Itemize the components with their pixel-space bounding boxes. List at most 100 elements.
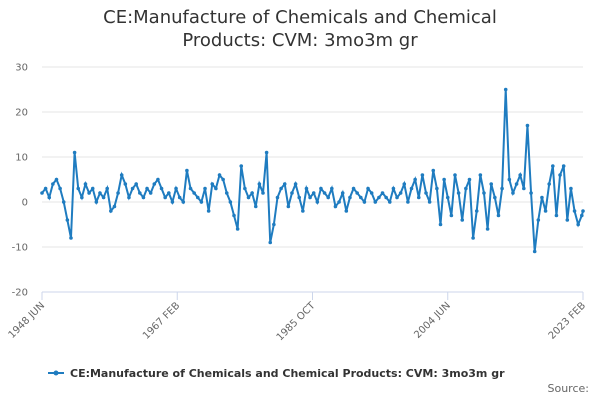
data-point (431, 168, 436, 173)
data-point (54, 177, 59, 182)
data-point (138, 191, 142, 195)
data-point (188, 186, 193, 191)
x-tick-label: 2004 JUN (412, 300, 453, 341)
data-point (391, 186, 396, 191)
data-point (250, 191, 254, 195)
data-point (485, 227, 490, 231)
data-point (453, 173, 457, 177)
data-point (224, 191, 229, 195)
data-point (536, 218, 541, 222)
series-line (41, 89, 584, 252)
data-point (522, 186, 526, 191)
y-tick-label: 30 (15, 63, 28, 74)
data-point (337, 200, 341, 204)
data-point (119, 173, 124, 177)
data-point (286, 204, 291, 209)
data-point (156, 177, 160, 182)
data-point (532, 249, 537, 254)
data-point (420, 173, 425, 177)
data-point (330, 186, 334, 191)
y-tick-label: 10 (15, 153, 28, 164)
data-point (496, 213, 501, 218)
data-point (449, 213, 454, 218)
data-point (76, 186, 81, 191)
data-point (409, 186, 414, 191)
data-point (127, 195, 131, 200)
data-point (69, 236, 73, 240)
x-tick-label: 1985 OCT (275, 300, 318, 343)
data-point (387, 200, 392, 204)
data-point (181, 200, 186, 204)
data-point (275, 195, 280, 200)
data-point (148, 191, 153, 195)
data-point (474, 209, 479, 213)
y-tick-label: -10 (12, 243, 28, 254)
data-point (279, 186, 283, 191)
data-point (416, 195, 421, 200)
data-point (500, 186, 504, 191)
data-point (43, 186, 48, 191)
legend-marker (53, 370, 59, 376)
data-point (268, 240, 273, 245)
data-point (424, 191, 428, 195)
y-tick-label: -20 (12, 288, 28, 299)
data-point (359, 195, 363, 200)
data-point (112, 204, 117, 209)
data-point (362, 200, 367, 204)
data-point (525, 123, 530, 128)
data-point (235, 227, 240, 231)
data-point (558, 173, 562, 177)
data-point (576, 222, 580, 227)
data-point (427, 200, 432, 204)
data-point (344, 209, 349, 213)
data-point (228, 200, 233, 204)
data-point (467, 177, 472, 182)
data-point (579, 213, 584, 218)
data-point (514, 182, 519, 186)
chart-title: CE:Manufacture of Chemicals and Chemical… (103, 7, 497, 51)
data-point (94, 200, 99, 204)
data-point (210, 182, 215, 186)
data-point (503, 87, 508, 92)
data-point (253, 204, 258, 209)
data-point (282, 182, 287, 186)
data-point (159, 186, 164, 191)
data-point (166, 191, 171, 195)
data-point (145, 186, 149, 191)
data-point (58, 186, 62, 191)
data-point (264, 150, 269, 155)
data-point (40, 191, 44, 195)
data-point (170, 200, 175, 204)
data-point (109, 209, 113, 213)
data-point (561, 164, 566, 168)
data-point (581, 209, 585, 213)
data-point (301, 209, 305, 213)
data-point (116, 191, 120, 195)
data-point (163, 195, 167, 200)
data-point (333, 204, 338, 209)
data-point (366, 186, 370, 191)
data-point (239, 164, 244, 168)
data-point (572, 209, 577, 213)
data-point (351, 186, 356, 191)
data-point (297, 195, 302, 200)
data-point (61, 200, 66, 204)
data-point (456, 191, 461, 195)
data-point (87, 191, 91, 195)
data-point (101, 195, 106, 200)
data-point (130, 186, 135, 191)
legend-label: CE:Manufacture of Chemicals and Chemical… (70, 367, 505, 380)
data-point (565, 218, 570, 222)
data-point (445, 195, 450, 200)
data-point (322, 191, 327, 195)
data-point (51, 182, 55, 186)
data-point (340, 191, 345, 195)
data-point (315, 200, 320, 204)
y-tick-label: 0 (22, 198, 28, 209)
data-point (507, 177, 512, 182)
data-point (511, 191, 515, 195)
data-point (543, 209, 548, 213)
data-point (177, 195, 182, 200)
data-point (369, 191, 374, 195)
data-point (304, 186, 309, 191)
